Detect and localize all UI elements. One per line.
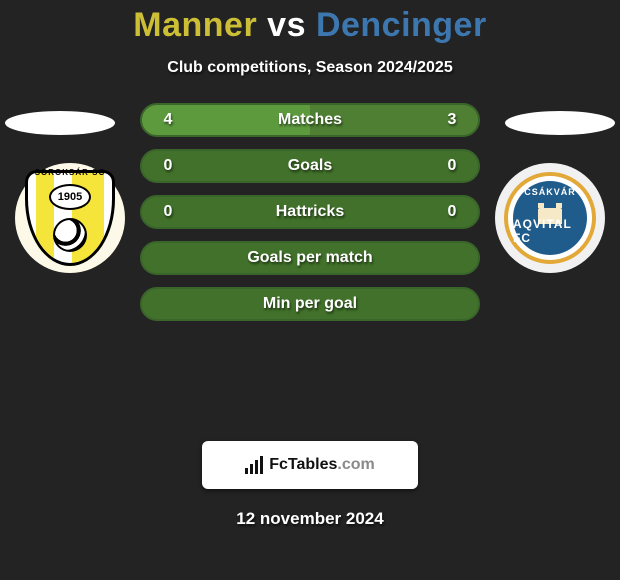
badge-left-year: 1905 bbox=[49, 184, 91, 210]
team-crest-right: CSÁKVÁR AQVITAL FC bbox=[495, 163, 605, 273]
title-left: Manner bbox=[133, 6, 257, 44]
bar-chart-icon bbox=[245, 456, 263, 474]
badge-right-arc: CSÁKVÁR bbox=[524, 187, 576, 197]
stat-row: 0Hattricks0 bbox=[140, 195, 480, 229]
stat-right-value: 3 bbox=[442, 111, 462, 129]
stat-left-value: 0 bbox=[158, 203, 178, 221]
team-crest-left: SOROKSÁR SC 1905 bbox=[15, 163, 125, 273]
stat-label: Goals per match bbox=[178, 249, 442, 267]
brand-text: FcTables.com bbox=[269, 456, 375, 474]
soroksar-badge-icon: SOROKSÁR SC 1905 bbox=[25, 170, 115, 266]
date-stamp: 12 november 2024 bbox=[0, 509, 620, 529]
comparison-stage: SOROKSÁR SC 1905 CSÁKVÁR AQVITAL FC 4Mat… bbox=[0, 103, 620, 433]
subtitle: Club competitions, Season 2024/2025 bbox=[0, 59, 620, 77]
stat-row: 4Matches3 bbox=[140, 103, 480, 137]
stat-label: Goals bbox=[178, 157, 442, 175]
brand-text-dark: FcTables bbox=[269, 456, 337, 473]
stat-left-value: 0 bbox=[158, 157, 178, 175]
badge-left-arc: SOROKSÁR SC bbox=[25, 168, 115, 177]
stat-right-value: 0 bbox=[442, 203, 462, 221]
aqvital-badge-icon: CSÁKVÁR AQVITAL FC bbox=[504, 172, 596, 264]
stat-row: 0Goals0 bbox=[140, 149, 480, 183]
brand-text-grey: .com bbox=[337, 456, 374, 473]
title-vs: vs bbox=[267, 6, 306, 44]
badge-right-fc: AQVITAL FC bbox=[513, 217, 587, 245]
title-right: Dencinger bbox=[316, 6, 487, 44]
soccer-ball-icon bbox=[53, 218, 87, 252]
stat-label: Min per goal bbox=[178, 295, 442, 313]
pedestal-left-icon bbox=[5, 111, 115, 135]
brand-box[interactable]: FcTables.com bbox=[202, 441, 418, 489]
stat-right-value: 0 bbox=[442, 157, 462, 175]
stat-row: Min per goal bbox=[140, 287, 480, 321]
stat-label: Matches bbox=[178, 111, 442, 129]
stat-rows: 4Matches30Goals00Hattricks0Goals per mat… bbox=[140, 103, 480, 321]
stat-label: Hattricks bbox=[178, 203, 442, 221]
page-title: Manner vs Dencinger bbox=[0, 0, 620, 45]
pedestal-right-icon bbox=[505, 111, 615, 135]
stat-row: Goals per match bbox=[140, 241, 480, 275]
stat-left-value: 4 bbox=[158, 111, 178, 129]
